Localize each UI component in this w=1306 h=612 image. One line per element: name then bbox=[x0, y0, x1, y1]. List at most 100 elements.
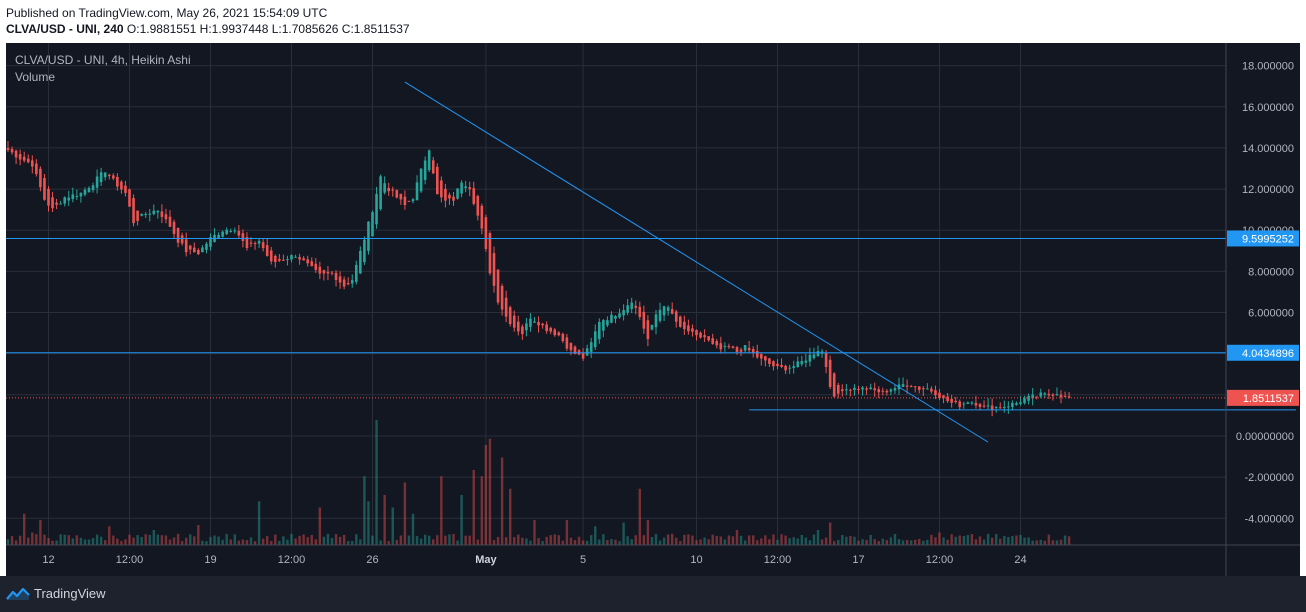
candle-body[interactable] bbox=[1051, 394, 1055, 396]
candle-body[interactable] bbox=[569, 343, 573, 351]
candle-body[interactable] bbox=[10, 149, 14, 153]
candle-body[interactable] bbox=[87, 187, 91, 193]
candle-body[interactable] bbox=[233, 230, 237, 232]
candle-body[interactable] bbox=[707, 336, 710, 341]
candle-body[interactable] bbox=[666, 307, 670, 311]
candle-body[interactable] bbox=[197, 249, 200, 255]
candle-body[interactable] bbox=[917, 386, 921, 390]
candle-body[interactable] bbox=[188, 245, 192, 250]
candle-body[interactable] bbox=[193, 247, 196, 253]
candle-body[interactable] bbox=[593, 331, 597, 348]
candle-body[interactable] bbox=[966, 402, 970, 404]
candle-body[interactable] bbox=[423, 160, 427, 180]
candle-body[interactable] bbox=[751, 349, 755, 353]
candle-body[interactable] bbox=[383, 183, 386, 193]
candle-body[interactable] bbox=[476, 196, 480, 216]
candle-body[interactable] bbox=[290, 255, 293, 260]
candle-body[interactable] bbox=[419, 168, 423, 192]
candle-body[interactable] bbox=[1039, 392, 1043, 397]
candle-body[interactable] bbox=[638, 306, 642, 317]
candle-body[interactable] bbox=[549, 327, 552, 332]
candle-body[interactable] bbox=[1011, 402, 1014, 407]
candle-body[interactable] bbox=[986, 405, 990, 407]
candle-body[interactable] bbox=[1019, 402, 1022, 404]
candle-body[interactable] bbox=[278, 258, 281, 261]
candle-body[interactable] bbox=[788, 367, 791, 369]
candle-body[interactable] bbox=[156, 210, 160, 213]
candle-body[interactable] bbox=[350, 280, 354, 284]
candle-body[interactable] bbox=[294, 256, 297, 258]
candle-body[interactable] bbox=[679, 316, 682, 327]
candle-body[interactable] bbox=[978, 404, 982, 408]
candle-body[interactable] bbox=[832, 373, 836, 397]
candle-body[interactable] bbox=[557, 332, 561, 336]
candle-body[interactable] bbox=[379, 176, 382, 210]
candle-body[interactable] bbox=[460, 182, 463, 194]
candle-body[interactable] bbox=[120, 181, 123, 190]
candle-body[interactable] bbox=[553, 329, 557, 336]
candle-body[interactable] bbox=[934, 390, 937, 396]
candle-body[interactable] bbox=[468, 187, 471, 190]
candle-body[interactable] bbox=[59, 203, 62, 205]
candle-body[interactable] bbox=[387, 187, 390, 192]
candle-body[interactable] bbox=[298, 257, 301, 260]
candle-body[interactable] bbox=[47, 188, 50, 206]
candle-body[interactable] bbox=[274, 255, 277, 263]
candle-body[interactable] bbox=[654, 314, 658, 328]
candle-body[interactable] bbox=[687, 325, 690, 332]
candle-body[interactable] bbox=[363, 239, 366, 263]
candle-body[interactable] bbox=[75, 195, 79, 197]
candle-body[interactable] bbox=[581, 352, 585, 359]
candle-body[interactable] bbox=[6, 147, 10, 151]
candle-body[interactable] bbox=[22, 156, 26, 161]
candle-body[interactable] bbox=[646, 320, 650, 340]
candle-body[interactable] bbox=[209, 237, 212, 247]
candle-body[interactable] bbox=[760, 354, 763, 359]
candle-body[interactable] bbox=[865, 388, 868, 390]
candle-body[interactable] bbox=[464, 186, 467, 189]
candle-body[interactable] bbox=[970, 402, 974, 404]
candle-body[interactable] bbox=[598, 321, 601, 340]
candle-body[interactable] bbox=[176, 227, 180, 243]
candle-body[interactable] bbox=[395, 190, 399, 198]
candle-body[interactable] bbox=[500, 285, 504, 310]
candle-body[interactable] bbox=[184, 239, 188, 253]
candle-body[interactable] bbox=[606, 320, 609, 326]
candle-body[interactable] bbox=[39, 168, 42, 188]
candle-body[interactable] bbox=[719, 343, 723, 350]
candle-body[interactable] bbox=[1067, 396, 1071, 398]
candle-body[interactable] bbox=[26, 158, 30, 163]
candle-body[interactable] bbox=[367, 221, 370, 251]
candle-body[interactable] bbox=[861, 387, 864, 390]
candle-body[interactable] bbox=[1023, 398, 1026, 404]
candle-body[interactable] bbox=[492, 253, 496, 286]
candle-body[interactable] bbox=[55, 202, 58, 205]
candle-body[interactable] bbox=[480, 205, 484, 229]
candle-body[interactable] bbox=[444, 188, 447, 201]
candle-body[interactable] bbox=[103, 172, 107, 178]
candle-body[interactable] bbox=[241, 233, 245, 241]
candle-body[interactable] bbox=[136, 210, 139, 221]
candle-body[interactable] bbox=[1059, 394, 1063, 398]
candle-body[interactable] bbox=[253, 243, 257, 245]
candle-body[interactable] bbox=[828, 359, 832, 387]
candle-body[interactable] bbox=[711, 338, 714, 344]
candle-body[interactable] bbox=[431, 160, 435, 174]
candle-body[interactable] bbox=[533, 321, 536, 323]
candle-body[interactable] bbox=[812, 354, 816, 359]
candle-body[interactable] bbox=[225, 229, 228, 235]
candle-body[interactable] bbox=[440, 180, 443, 198]
candle-body[interactable] bbox=[355, 264, 358, 282]
candle-body[interactable] bbox=[565, 337, 569, 349]
candle-body[interactable] bbox=[658, 309, 662, 321]
candle-body[interactable] bbox=[334, 272, 338, 280]
candle-body[interactable] bbox=[958, 401, 962, 408]
candle-body[interactable] bbox=[901, 384, 905, 387]
candle-body[interactable] bbox=[691, 328, 694, 332]
candle-body[interactable] bbox=[998, 407, 1002, 409]
candle-body[interactable] bbox=[537, 322, 540, 326]
candle-body[interactable] bbox=[160, 211, 164, 217]
candle-body[interactable] bbox=[67, 197, 71, 201]
candle-body[interactable] bbox=[116, 176, 119, 187]
candle-body[interactable] bbox=[881, 390, 885, 392]
